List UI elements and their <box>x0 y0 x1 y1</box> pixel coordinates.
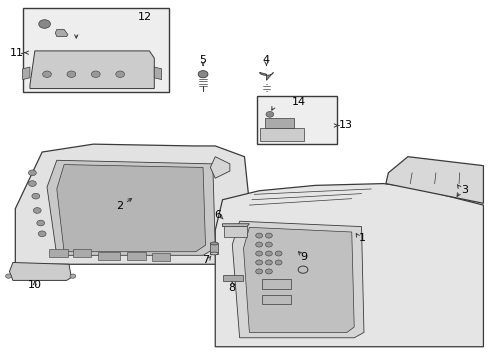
Polygon shape <box>47 160 215 255</box>
Circle shape <box>33 208 41 213</box>
Bar <box>210 243 218 253</box>
Polygon shape <box>154 67 161 80</box>
Bar <box>224 226 247 237</box>
Polygon shape <box>22 67 30 80</box>
Circle shape <box>265 251 272 256</box>
Text: 8: 8 <box>228 283 235 293</box>
Circle shape <box>255 269 262 274</box>
Polygon shape <box>385 157 483 203</box>
Polygon shape <box>222 275 243 281</box>
Circle shape <box>70 274 76 278</box>
Polygon shape <box>259 72 273 80</box>
Polygon shape <box>215 184 483 347</box>
Text: 6: 6 <box>214 210 221 220</box>
Circle shape <box>39 20 50 28</box>
Text: 12: 12 <box>137 12 151 22</box>
Polygon shape <box>9 262 71 280</box>
Circle shape <box>67 71 76 77</box>
Circle shape <box>32 193 40 199</box>
Bar <box>73 249 91 257</box>
Circle shape <box>275 251 282 256</box>
Bar <box>22 8 168 92</box>
Polygon shape <box>243 227 353 332</box>
Circle shape <box>265 269 272 274</box>
Bar <box>127 252 146 260</box>
Circle shape <box>265 233 272 238</box>
Circle shape <box>255 260 262 265</box>
Polygon shape <box>210 157 229 178</box>
Circle shape <box>91 71 100 77</box>
Ellipse shape <box>210 242 218 245</box>
Circle shape <box>37 220 44 226</box>
Polygon shape <box>260 128 304 141</box>
Circle shape <box>198 71 207 78</box>
Text: 10: 10 <box>28 280 42 290</box>
Text: 7: 7 <box>202 255 209 265</box>
Polygon shape <box>222 224 249 226</box>
Text: 4: 4 <box>263 55 269 65</box>
Bar <box>152 253 170 261</box>
Circle shape <box>255 242 262 247</box>
Circle shape <box>265 260 272 265</box>
Polygon shape <box>15 144 254 264</box>
Circle shape <box>255 233 262 238</box>
Bar <box>261 295 290 304</box>
Circle shape <box>28 181 36 186</box>
Circle shape <box>275 260 282 265</box>
Circle shape <box>255 251 262 256</box>
Circle shape <box>265 242 272 247</box>
Text: 14: 14 <box>291 97 305 107</box>
Text: 2: 2 <box>116 201 123 211</box>
Circle shape <box>5 274 11 278</box>
Circle shape <box>28 170 36 176</box>
Bar <box>49 249 68 257</box>
Circle shape <box>265 112 273 117</box>
Text: 13: 13 <box>338 121 352 130</box>
Bar <box>256 96 336 144</box>
Text: 9: 9 <box>300 252 307 262</box>
Text: 3: 3 <box>461 185 468 195</box>
Bar <box>98 252 120 260</box>
Polygon shape <box>55 30 68 37</box>
Text: 11: 11 <box>10 48 24 58</box>
Polygon shape <box>30 51 154 89</box>
Circle shape <box>42 71 51 77</box>
Ellipse shape <box>210 252 218 255</box>
Text: 5: 5 <box>199 55 206 65</box>
Circle shape <box>38 231 46 237</box>
Circle shape <box>116 71 124 77</box>
Bar <box>261 279 290 289</box>
Polygon shape <box>232 221 363 338</box>
Polygon shape <box>264 118 294 128</box>
Polygon shape <box>57 165 205 252</box>
Text: 1: 1 <box>358 233 366 243</box>
